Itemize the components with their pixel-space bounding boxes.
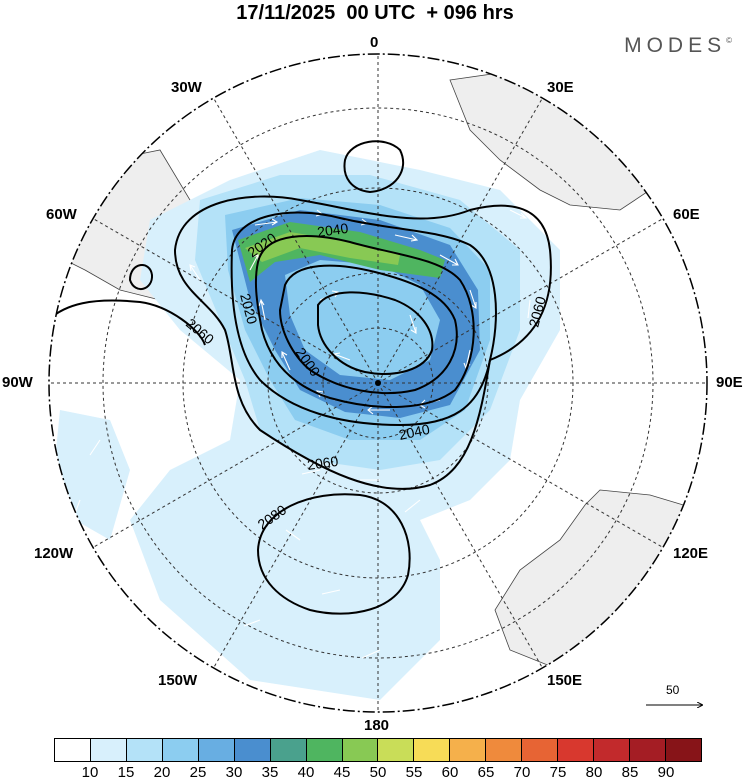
colorbar-tick-label: 75 [549, 764, 567, 781]
contour-2060 [173, 195, 552, 490]
lon-label-150w: 150W [158, 672, 198, 689]
colorbar-tick-label: 90 [657, 764, 675, 781]
lon-label-30w: 30W [171, 79, 202, 96]
colorbar-cell [378, 739, 415, 761]
shade-50 [245, 232, 400, 265]
lon-label-30e: 30E [547, 79, 574, 96]
colorbar-cell [90, 739, 127, 761]
land-australia [494, 489, 707, 691]
reference-vector-value: 50 [666, 683, 680, 697]
contour-1980 [317, 291, 434, 375]
colorbar-tick-label: 20 [153, 764, 171, 781]
contour-label: 2020 [237, 292, 261, 326]
colorbar-cell [126, 739, 163, 761]
contour-2080-west [128, 264, 154, 290]
colorbar-tick-label: 55 [405, 764, 423, 781]
contour-label: 2060 [306, 453, 339, 473]
colorbar-tick-label: 10 [81, 764, 99, 781]
colorbar-cell [55, 739, 91, 761]
lon-label-60w: 60W [46, 206, 77, 223]
height-contours [49, 140, 552, 615]
colorbar-cell [450, 739, 487, 761]
colorbar-labels: 10 15 20 25 30 35 40 45 50 55 60 65 70 75 80 85 90 [54, 764, 702, 782]
colorbar-cell [594, 739, 630, 761]
brand-mark: © [726, 36, 732, 45]
colorbar-cell [522, 739, 559, 761]
colorbar-cell [486, 739, 523, 761]
colorbar-cell [306, 739, 343, 761]
colorbar-tick-label: 40 [297, 764, 315, 781]
lon-label-180: 180 [364, 717, 390, 734]
colorbar-tick-label: 15 [117, 764, 135, 781]
lon-label-120w: 120W [34, 545, 74, 562]
colorbar-tick-label: 65 [477, 764, 495, 781]
brand-logo: MODES© [624, 34, 732, 58]
colorbar-cell [630, 739, 666, 761]
colorbar-cell [270, 739, 307, 761]
colorbar-tick-label: 50 [369, 764, 387, 781]
contour-2040 [230, 211, 497, 427]
colorbar-tick-label: 60 [441, 764, 459, 781]
lon-label-60e: 60E [673, 206, 700, 223]
south-pole-marker [375, 380, 381, 386]
colorbar [54, 738, 702, 762]
colorbar-tick-label: 45 [333, 764, 351, 781]
colorbar-cell [665, 739, 701, 761]
colorbar-tick-label: 70 [513, 764, 531, 781]
contour-label: 2060 [525, 294, 549, 328]
wind-shading [55, 150, 560, 700]
colorbar-cell [198, 739, 235, 761]
contour-2080 [256, 493, 411, 615]
chart-title: 17/11/2025 00 UTC + 096 hrs [236, 2, 514, 24]
colorbar-tick-label: 80 [585, 764, 603, 781]
colorbar-tick-label: 85 [621, 764, 639, 781]
colorbar-cell [162, 739, 199, 761]
colorbar-tick-label: 25 [189, 764, 207, 781]
colorbar-cell [342, 739, 379, 761]
contour-2080-north [343, 140, 405, 194]
colorbar-tick-label: 30 [225, 764, 243, 781]
lon-label-90e: 90E [716, 374, 743, 391]
contour-label: 2040 [397, 421, 431, 443]
colorbar-cell [234, 739, 271, 761]
lon-label-150e: 150E [547, 672, 583, 689]
contour-label: 2040 [316, 220, 349, 240]
contour-2060-west [49, 299, 206, 346]
lon-label-120e: 120E [673, 545, 709, 562]
colorbar-tick-label: 35 [261, 764, 279, 781]
colorbar-cell [558, 739, 595, 761]
contour-2020 [254, 235, 475, 409]
lon-label-90w: 90W [2, 374, 33, 391]
brand-text: MODES [624, 34, 727, 57]
lon-label-0: 0 [370, 34, 379, 51]
colorbar-cell [414, 739, 451, 761]
map-boundary [48, 53, 708, 713]
contour-2000 [278, 264, 458, 395]
